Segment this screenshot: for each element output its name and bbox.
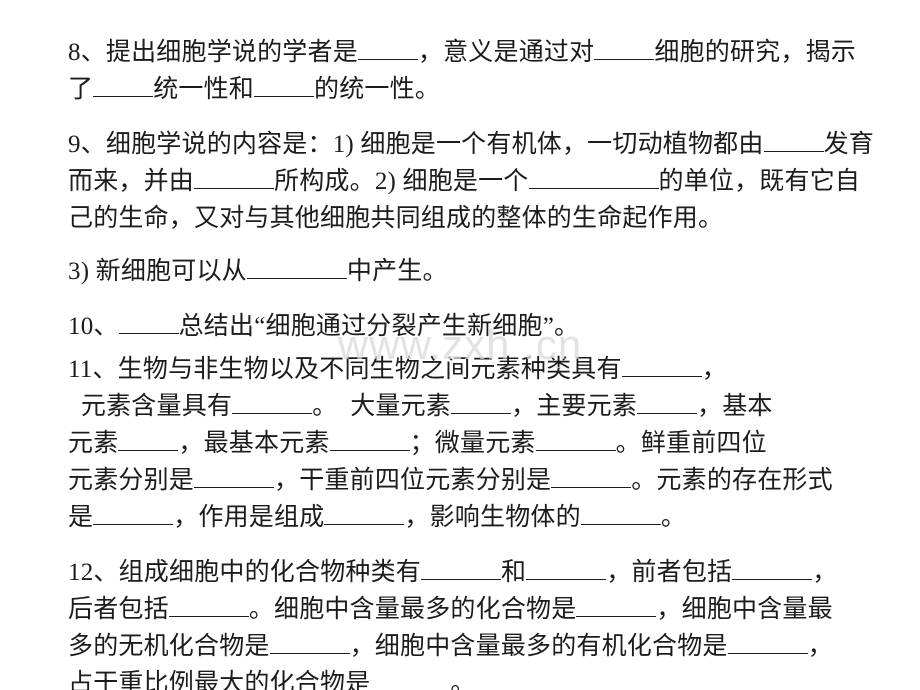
q11-l3c: ；微量元素: [410, 430, 536, 457]
fill-blank: [119, 309, 179, 334]
document-page: www.zxh .cn 8、提出细胞学说的学者是，意义是通过对细胞的研究，揭示了…: [0, 0, 920, 690]
fill-blank: [529, 164, 659, 189]
q11-l4a: 元素分别是: [68, 467, 194, 494]
q8-p3: 统一性和: [153, 76, 254, 103]
fill-blank: [581, 500, 661, 525]
q12-l1a: 12、组成细胞中的化合物种类有: [68, 559, 421, 586]
q12-l4a: 占干重比例最大的化合物是: [68, 670, 370, 690]
q11-l3d: 。鲜重前四位: [616, 430, 767, 457]
q9-p2: 所构成。2) 细胞是一个: [274, 168, 528, 195]
q11-l2a: 元素含量具有: [68, 393, 232, 420]
fill-blank: [358, 35, 418, 60]
fill-blank: [732, 555, 812, 580]
fill-blank: [93, 72, 153, 97]
q8-p1: ，意义是通过对: [418, 39, 594, 66]
fill-blank: [637, 389, 697, 414]
fill-blank: [93, 500, 173, 525]
fill-blank: [194, 164, 274, 189]
fill-blank: [526, 555, 606, 580]
q11-l2b: 。 大量元素: [312, 393, 451, 420]
q12-l1d: ，: [812, 559, 837, 586]
q11-l5b: ，作用是组成: [173, 504, 324, 531]
q11-l1a: 11、生物与非生物以及不同生物之间元素种类具有: [68, 356, 622, 383]
question-10: 10、 总结出“细胞通过分裂产生新细胞”。: [68, 308, 876, 345]
q12-l4b: 。: [450, 670, 475, 690]
fill-blank: [370, 666, 450, 690]
fill-blank: [324, 500, 404, 525]
q12-l3b: ，细胞中含量最多的有机化合物是: [350, 633, 728, 660]
q11-l1b: ，: [702, 356, 727, 383]
fill-blank: [594, 35, 654, 60]
q11-l2d: ，基本: [697, 393, 773, 420]
q8-p4: 的统一性。: [314, 76, 440, 103]
q11-l2c: ，主要元素: [511, 393, 637, 420]
q12-l3a: 多的无机化合物是: [68, 633, 270, 660]
q9b-head: 3) 新细胞可以从: [68, 258, 247, 285]
fill-blank: [118, 426, 178, 451]
question-12: 12、组成细胞中的化合物种类有 和 ，前者包括 ， 后者包括 。细胞中含量最多的化合物是…: [68, 554, 876, 690]
q11-l5a: 是: [68, 504, 93, 531]
question-9: 9、细胞学说的内容是：1) 细胞是一个有机体，一切动植物都由发育而来，并由所构成…: [68, 126, 876, 237]
q12-l2b: 。细胞中含量最多的化合物是: [249, 596, 577, 623]
fill-blank: [247, 254, 347, 279]
q8-head: 8、提出细胞学说的学者是: [68, 39, 358, 66]
fill-blank: [169, 592, 249, 617]
q12-l1c: ，前者包括: [606, 559, 732, 586]
q10-head: 10、: [68, 313, 119, 340]
fill-blank: [330, 426, 410, 451]
fill-blank: [270, 629, 350, 654]
q12-l2a: 后者包括: [68, 596, 169, 623]
fill-blank: [622, 352, 702, 377]
q12-l1b: 和: [501, 559, 526, 586]
question-9-part3: 3) 新细胞可以从 中产生。: [68, 253, 876, 290]
fill-blank: [194, 463, 274, 488]
q11-l3a: 元素: [68, 430, 118, 457]
fill-blank: [232, 389, 312, 414]
q11-l4c: 。元素的存在形式: [631, 467, 833, 494]
fill-blank: [451, 389, 511, 414]
fill-blank: [536, 426, 616, 451]
fill-blank: [764, 127, 824, 152]
q11-l5d: 。: [661, 504, 686, 531]
q10-p1: 总结出“细胞通过分裂产生新细胞”。: [179, 313, 580, 340]
question-8: 8、提出细胞学说的学者是，意义是通过对细胞的研究，揭示了统一性和的统一性。: [68, 34, 876, 108]
fill-blank: [728, 629, 808, 654]
fill-blank: [551, 463, 631, 488]
q12-l3c: ，: [808, 633, 833, 660]
question-11: 11、生物与非生物以及不同生物之间元素种类具有 ， 元素含量具有 。 大量元素 ，主要…: [68, 351, 876, 536]
q11-l5c: ，影响生物体的: [404, 504, 580, 531]
fill-blank: [421, 555, 501, 580]
q11-l3b: ，最基本元素: [178, 430, 329, 457]
fill-blank: [576, 592, 656, 617]
q11-l4b: ，干重前四位元素分别是: [274, 467, 551, 494]
q9-head: 9、细胞学说的内容是：1) 细胞是一个有机体，一切动植物都由: [68, 131, 764, 158]
q12-l2c: ，细胞中含量最: [656, 596, 832, 623]
fill-blank: [254, 72, 314, 97]
q9b-p1: 中产生。: [347, 258, 448, 285]
